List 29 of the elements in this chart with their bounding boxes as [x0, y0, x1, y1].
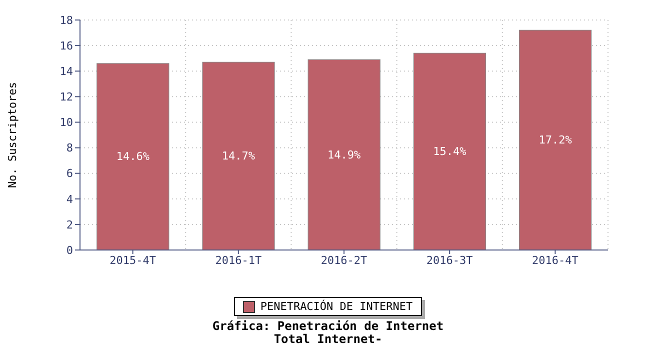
y-tick-label: 4 [66, 192, 74, 206]
y-tick-label: 14 [60, 65, 74, 78]
data-label: 14.7% [222, 150, 256, 163]
bar [518, 30, 592, 250]
y-axis-title: No. Suscriptores [6, 82, 19, 188]
y-tick-label: 6 [66, 167, 73, 180]
data-label: 14.6% [116, 150, 150, 164]
text: Gráfica: Penetración de Internet [211, 319, 445, 333]
data-label: 14.9% [328, 148, 362, 162]
bar [413, 52, 486, 250]
y-tick-label: 10 [60, 116, 73, 130]
data-label: 15.4% [433, 145, 467, 158]
y-tick-label: 18 [60, 14, 73, 27]
x-tick-label: 2016-4T [532, 254, 579, 267]
data-label: 17.2% [538, 134, 572, 147]
y-tick-label: 0 [66, 244, 73, 257]
x-tick-label: 2016-2T [320, 254, 368, 267]
x-tick-label: 2016-1T [215, 254, 262, 267]
y-tick-label: 8 [66, 142, 73, 155]
x-tick-label: 2016-3T [426, 254, 474, 267]
y-tick-label: 16 [60, 39, 73, 52]
bar [96, 63, 170, 250]
x-tick-label: 2015-4T [110, 254, 156, 267]
bar [202, 62, 275, 250]
bar [308, 59, 380, 250]
y-tick-label: 12 [60, 90, 73, 104]
text: PENETRACIÓN DE INTERNET [259, 300, 413, 313]
y-tick-label: 2 [66, 218, 73, 232]
text: Total Internet- [272, 332, 384, 346]
